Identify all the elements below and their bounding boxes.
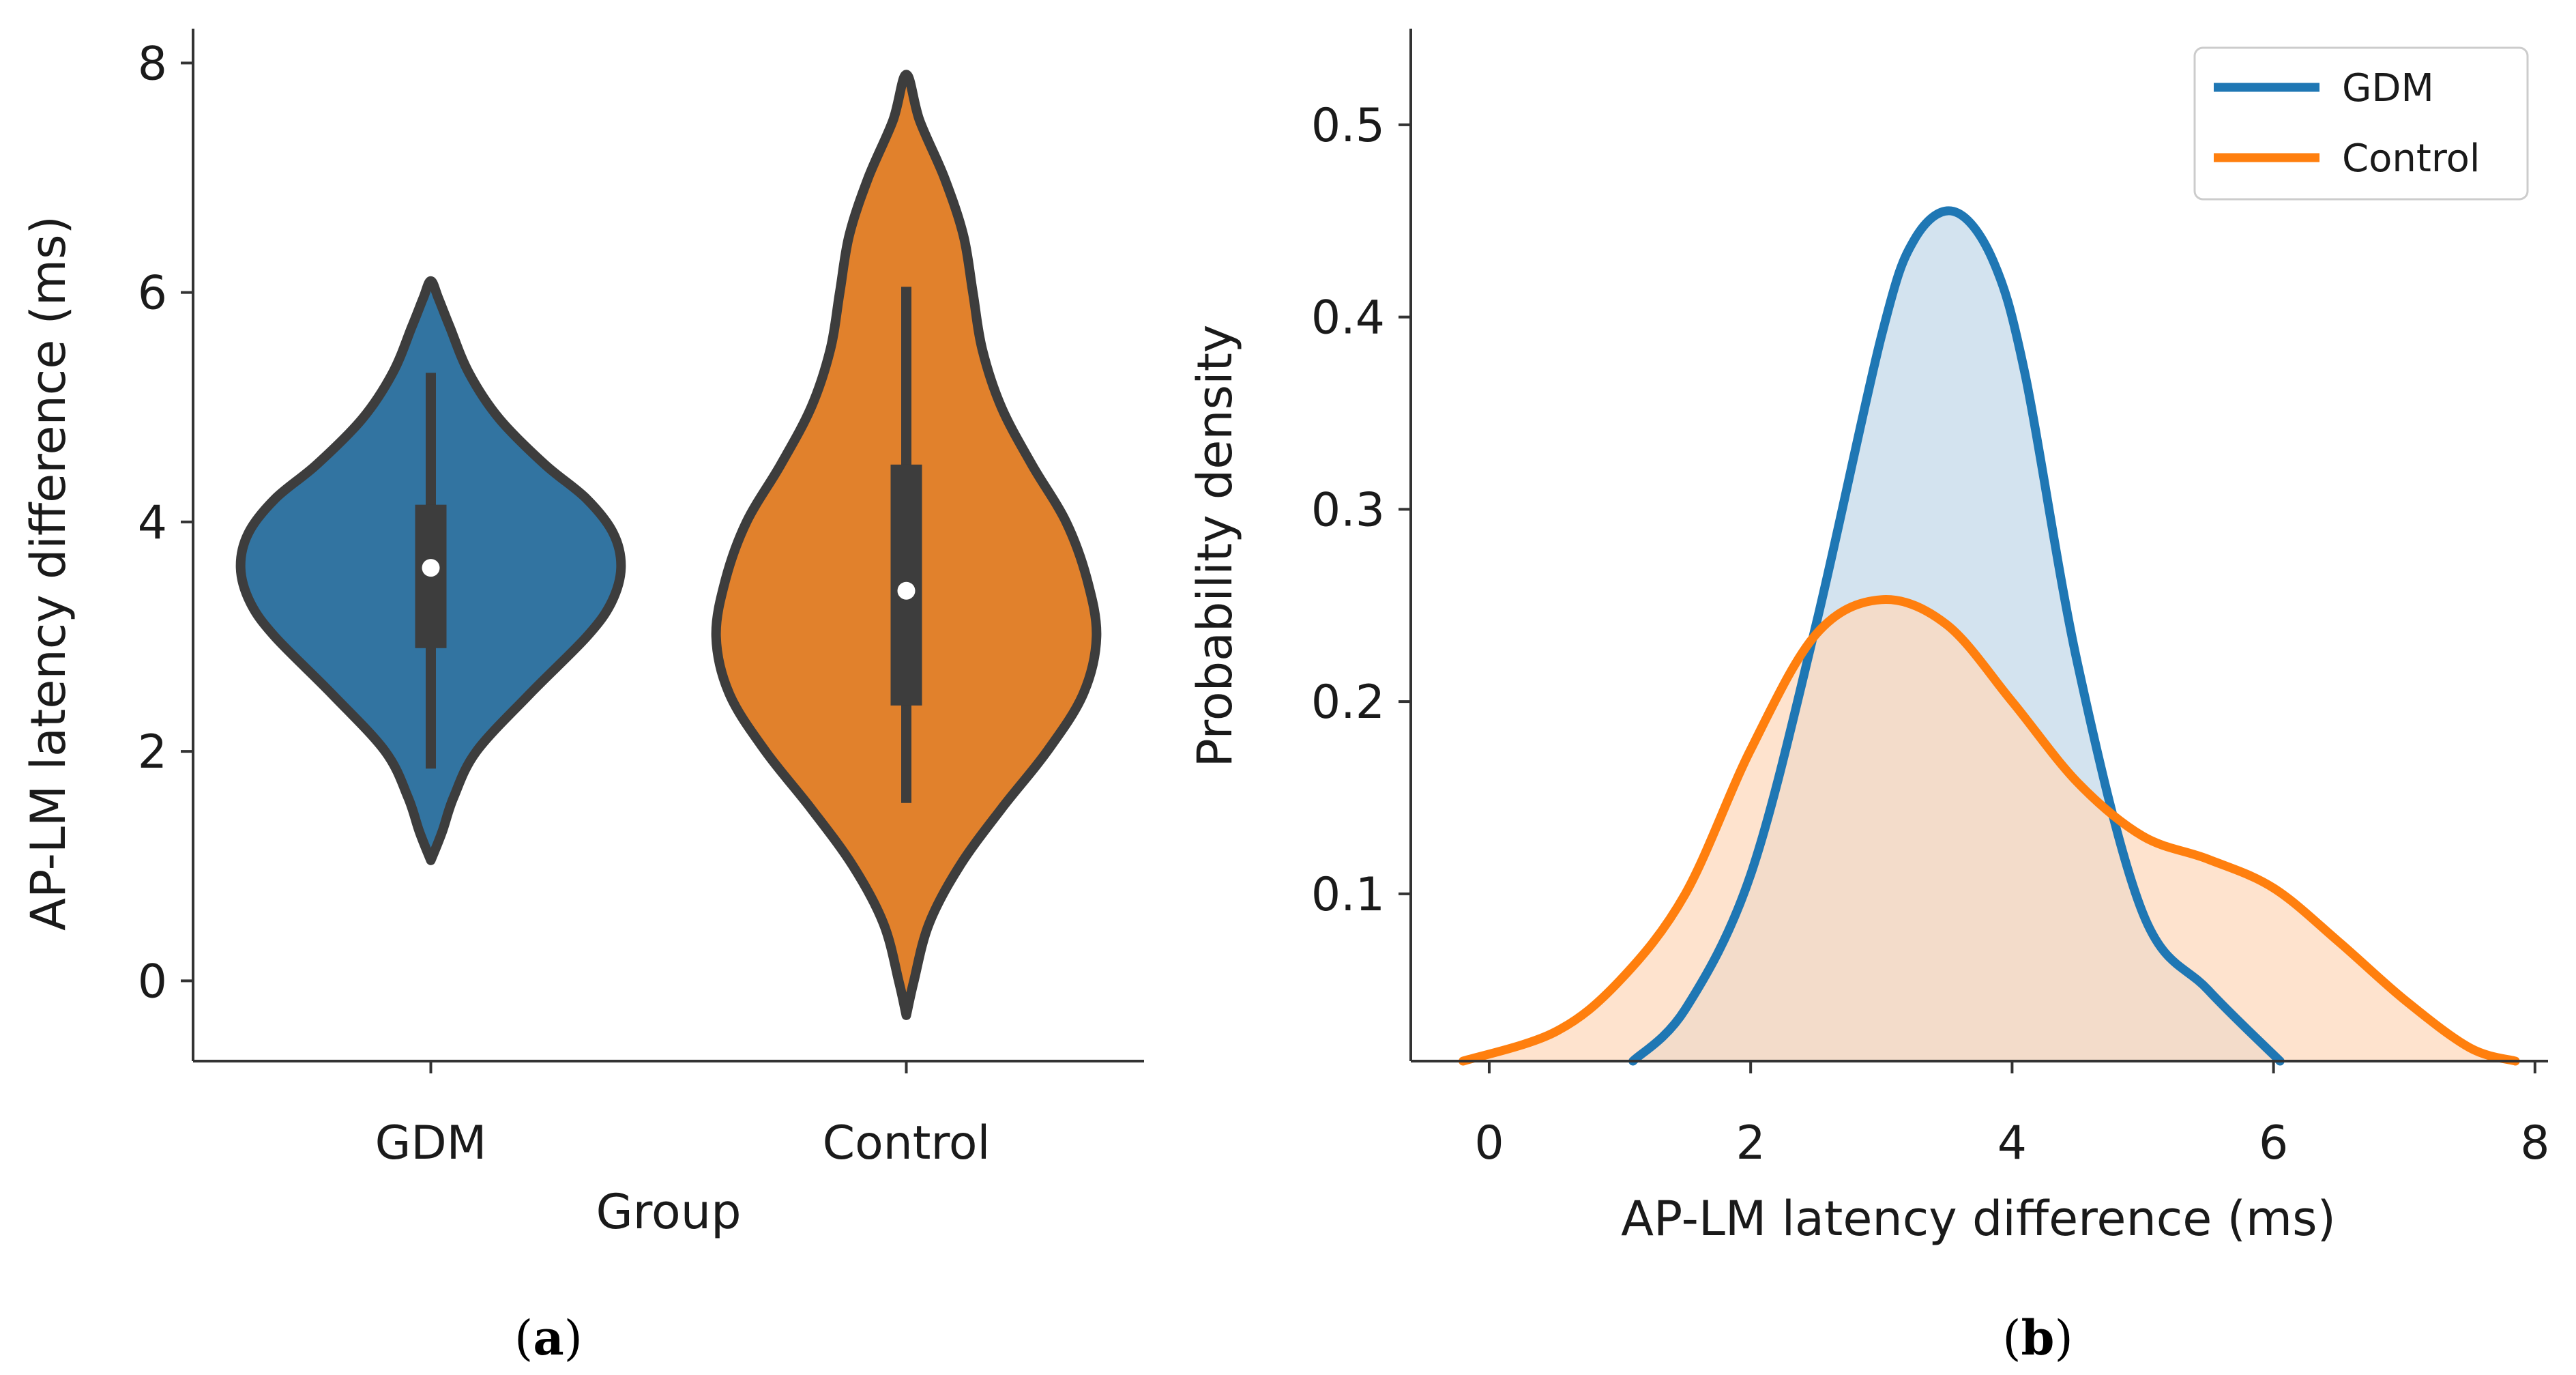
x-tick-label: Control — [823, 1116, 991, 1170]
panel-label-a: (a) — [514, 1309, 583, 1366]
y-tick-label: 8 — [138, 37, 167, 91]
x-tick-label: 4 — [1997, 1116, 2027, 1170]
y-tick-label: 6 — [138, 267, 167, 321]
y-tick-label: 0.4 — [1311, 291, 1385, 345]
x-tick-label: 6 — [2259, 1116, 2288, 1170]
y-axis-label: Probability density — [1187, 325, 1243, 768]
median-dot-control — [897, 581, 916, 600]
violin-panel: 0 2 4 6 8 GDM Control AP-LM latency differenc… — [20, 29, 1144, 1366]
legend-label-control: Control — [2342, 136, 2480, 181]
kde-line-control — [1459, 595, 2520, 1066]
median-dot-gdm — [422, 559, 440, 577]
kde-line-gdm — [1628, 206, 2285, 1066]
y-tick-label: 2 — [138, 725, 167, 779]
x-tick-label: 0 — [1474, 1116, 1504, 1170]
legend: GDM Control — [2193, 46, 2529, 201]
y-tick-label: 0.3 — [1311, 483, 1385, 537]
x-tick-label: 2 — [1736, 1116, 1766, 1170]
x-tick-label: 8 — [2520, 1116, 2549, 1170]
x-tick-label: GDM — [375, 1116, 487, 1170]
y-tick-label: 4 — [138, 496, 167, 550]
y-tick-label: 0.2 — [1311, 676, 1385, 729]
y-tick-label: 0.1 — [1311, 868, 1385, 922]
x-axis-label: Group — [596, 1184, 741, 1240]
kde-panel: 0.1 0.2 0.3 0.4 0.5 0 2 4 6 8 Probability densit… — [1187, 29, 2549, 1366]
panel-label-b: (b) — [2002, 1309, 2073, 1366]
x-axis-label: AP-LM latency difference (ms) — [1621, 1191, 2336, 1247]
y-tick-label: 0 — [138, 955, 167, 1009]
y-tick-label: 0.5 — [1311, 99, 1385, 153]
legend-label-gdm: GDM — [2342, 66, 2434, 111]
y-axis-label: AP-LM latency difference (ms) — [20, 216, 76, 931]
